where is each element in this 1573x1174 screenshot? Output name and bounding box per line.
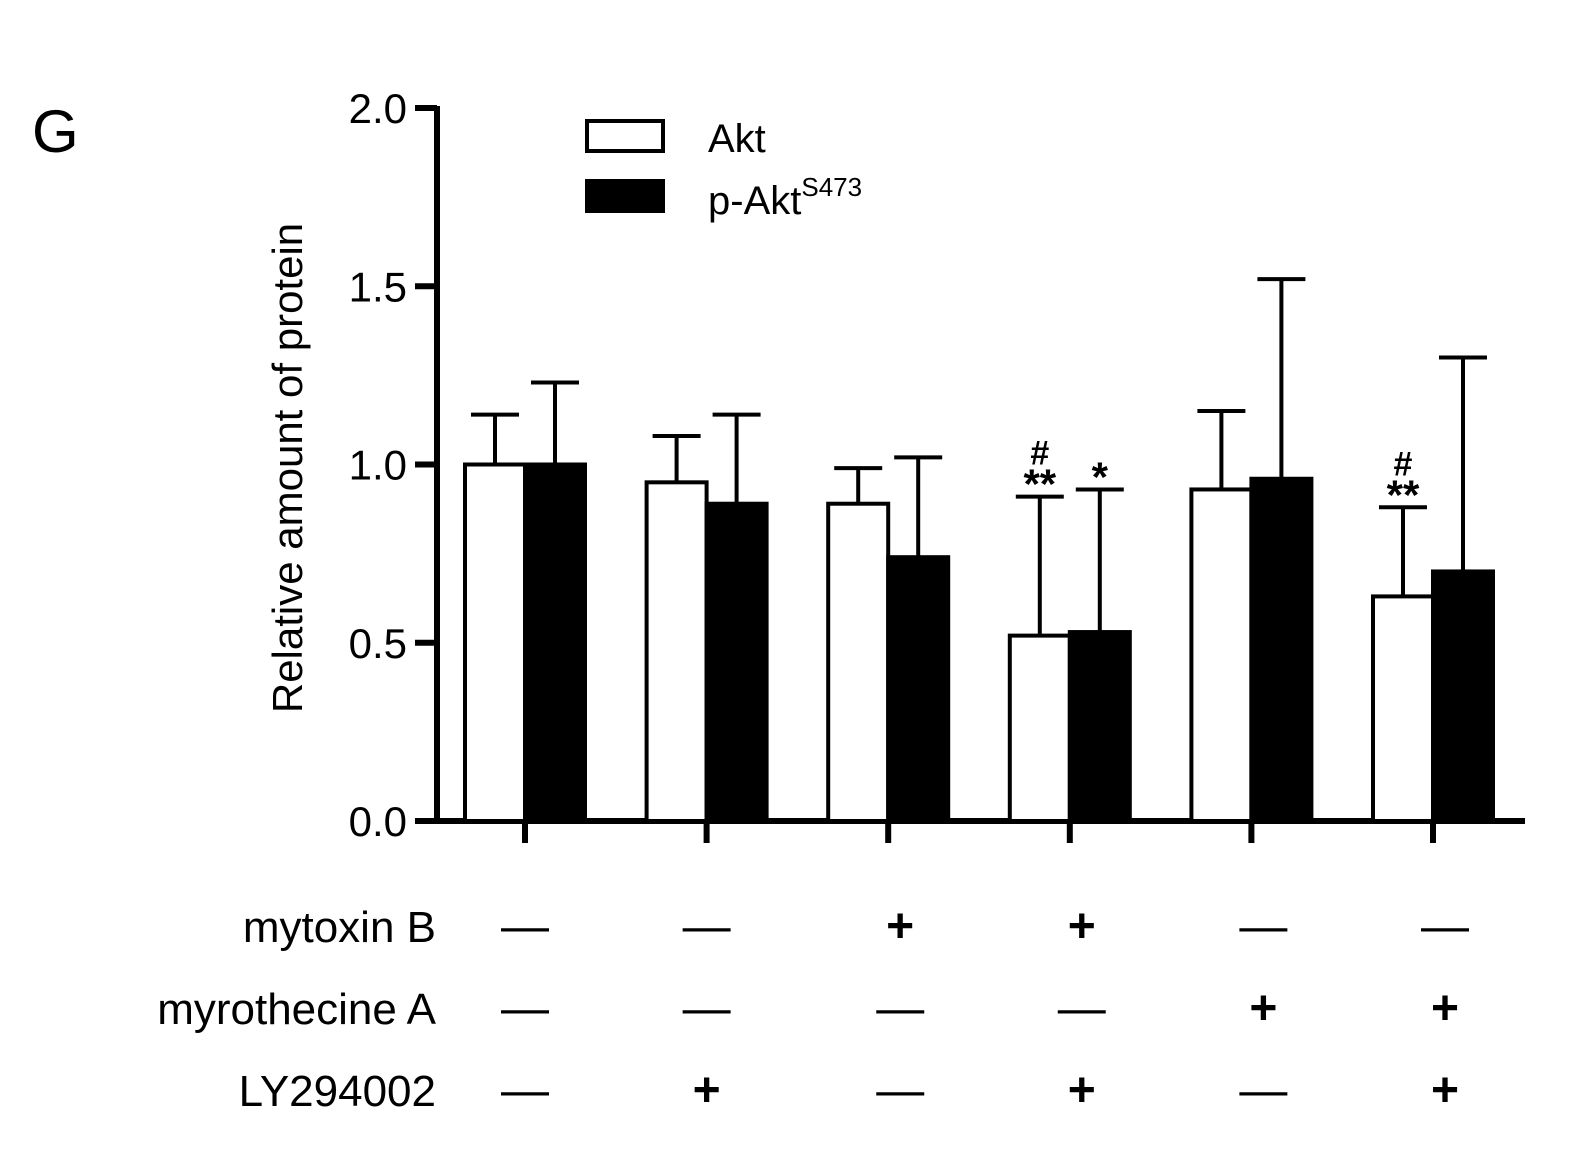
panel-label: G	[32, 98, 79, 165]
condition-label: mytoxin B	[243, 903, 436, 952]
bar-pakt	[1067, 630, 1132, 823]
legend-swatch-akt	[585, 119, 665, 153]
legend-swatch-pakt	[585, 179, 665, 213]
condition-mark: —	[1421, 900, 1469, 953]
condition-table: mytoxin B — — + + — — myrothecine A — — — — + + LY2940…	[157, 900, 1469, 1117]
condition-mark: +	[693, 1064, 721, 1117]
condition-mark: —	[501, 982, 549, 1035]
condition-mark: +	[1431, 1064, 1459, 1117]
legend: Akt p-AktS473	[585, 117, 862, 223]
bar-pakt	[1431, 569, 1495, 824]
error-bars	[471, 277, 1487, 636]
condition-mark: —	[501, 1064, 549, 1117]
significance-stars: *	[1092, 453, 1109, 500]
significance-stars: **	[1023, 461, 1056, 508]
y-tick-label: 0.0	[349, 798, 407, 845]
bar-akt	[1189, 487, 1254, 823]
legend-label-pakt: p-AktS473	[708, 172, 862, 223]
significance-hash: #	[1394, 445, 1413, 483]
condition-mark: +	[1431, 982, 1459, 1035]
y-axis-title: Relative amount of protein	[264, 223, 311, 713]
bar-pakt	[704, 501, 769, 823]
bar-akt	[826, 501, 891, 823]
condition-mark: +	[1068, 900, 1096, 953]
condition-mark: —	[1239, 900, 1287, 953]
condition-mark: —	[501, 900, 549, 953]
condition-label: LY294002	[239, 1067, 436, 1116]
bar-pakt	[523, 462, 587, 823]
condition-mark: +	[886, 900, 914, 953]
condition-label: myrothecine A	[157, 985, 436, 1034]
bar-akt	[463, 462, 527, 823]
bar-akt	[1007, 633, 1072, 823]
legend-label-pakt-main: p-Akt	[708, 179, 801, 223]
condition-mark: —	[876, 1064, 924, 1117]
y-tick-label: 2.0	[349, 85, 407, 132]
condition-mark: —	[876, 982, 924, 1035]
bar-pakt	[1249, 476, 1314, 823]
bar-pakt	[886, 555, 951, 823]
condition-mark: +	[1249, 982, 1277, 1035]
legend-label-pakt-sup: S473	[801, 172, 862, 202]
bar-akt	[1371, 594, 1435, 824]
legend-label-akt: Akt	[708, 117, 766, 161]
condition-mark: —	[683, 982, 731, 1035]
y-axis: 0.0 0.5 1.0 1.5 2.0	[349, 85, 440, 845]
y-tick-label: 0.5	[349, 620, 407, 667]
bar-akt	[644, 480, 709, 823]
condition-mark: —	[683, 900, 731, 953]
significance-annotations: **#**#*	[1023, 435, 1420, 519]
x-axis	[434, 818, 1525, 843]
condition-mark: +	[1068, 1064, 1096, 1117]
significance-stars: **	[1387, 471, 1420, 518]
y-tick-label: 1.0	[349, 442, 407, 489]
bars	[463, 462, 1495, 824]
significance-hash: #	[1030, 435, 1049, 473]
condition-mark: —	[1058, 982, 1106, 1035]
y-tick-label: 1.5	[349, 263, 407, 310]
condition-mark: —	[1239, 1064, 1287, 1117]
